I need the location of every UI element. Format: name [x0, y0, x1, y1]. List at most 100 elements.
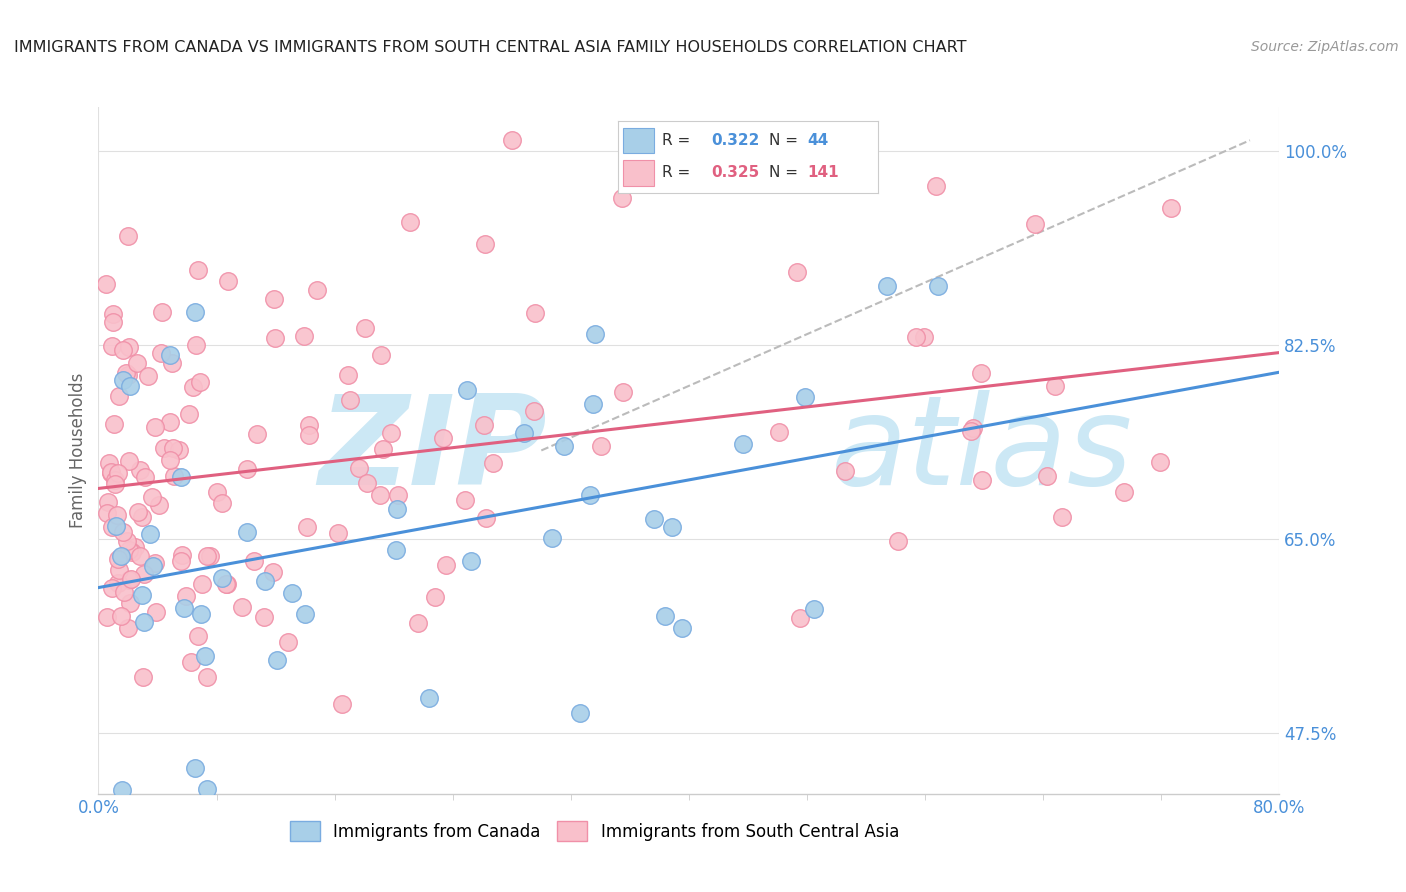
Point [142, 559, 165, 574]
Point [159, 348, 181, 362]
Point [217, 577, 239, 591]
Point [731, 437, 754, 451]
Point [803, 601, 825, 615]
Point [399, 215, 422, 229]
Point [298, 428, 321, 442]
Point [169, 442, 191, 457]
Point [385, 543, 408, 558]
Point [330, 697, 353, 711]
Point [1036, 468, 1059, 483]
Point [198, 549, 221, 564]
Point [141, 490, 163, 504]
Point [152, 441, 174, 455]
Point [292, 328, 315, 343]
Text: IMMIGRANTS FROM CANADA VS IMMIGRANTS FROM SOUTH CENTRAL ASIA FAMILY HOUSEHOLDS C: IMMIGRANTS FROM CANADA VS IMMIGRANTS FRO… [14, 40, 966, 55]
Point [117, 228, 139, 243]
Point [354, 321, 377, 335]
Point [610, 191, 633, 205]
Point [524, 306, 547, 320]
Point [207, 485, 229, 500]
Point [834, 464, 856, 478]
Point [523, 404, 546, 418]
Point [1160, 201, 1182, 215]
Point [654, 609, 676, 624]
Point [475, 510, 498, 524]
Point [104, 477, 127, 491]
Point [159, 415, 181, 429]
Point [912, 330, 935, 344]
Point [456, 383, 478, 397]
Point [408, 616, 430, 631]
Point [131, 670, 153, 684]
Point [972, 473, 994, 487]
Point [162, 442, 184, 456]
Point [103, 307, 125, 321]
Point [263, 292, 285, 306]
Point [281, 586, 304, 600]
Legend: Immigrants from Canada, Immigrants from South Central Asia: Immigrants from Canada, Immigrants from … [283, 814, 905, 847]
Point [100, 466, 122, 480]
Point [159, 452, 181, 467]
Point [472, 417, 495, 432]
Point [876, 279, 898, 293]
Point [387, 488, 409, 502]
Point [328, 525, 350, 540]
Point [118, 596, 141, 610]
Point [925, 179, 948, 194]
Point [243, 554, 266, 568]
Point [794, 390, 817, 404]
Point [143, 556, 166, 570]
Point [612, 384, 634, 399]
Point [454, 493, 477, 508]
Point [512, 426, 534, 441]
Point [121, 545, 143, 559]
Point [170, 554, 193, 568]
Point [103, 417, 125, 432]
Y-axis label: Family Households: Family Households [69, 373, 87, 528]
Point [111, 783, 134, 797]
Point [661, 519, 683, 533]
Point [436, 558, 458, 572]
Point [253, 574, 276, 588]
Point [432, 431, 454, 445]
Point [418, 691, 440, 706]
Point [195, 781, 218, 796]
Point [786, 265, 808, 279]
Point [96, 506, 118, 520]
Text: Source: ZipAtlas.com: Source: ZipAtlas.com [1251, 40, 1399, 54]
Point [101, 315, 124, 329]
Point [253, 609, 276, 624]
Point [1043, 378, 1066, 392]
Point [115, 533, 138, 548]
Point [128, 549, 150, 563]
Point [110, 608, 132, 623]
Point [425, 591, 447, 605]
Point [184, 305, 207, 319]
Point [262, 565, 284, 579]
Point [501, 133, 523, 147]
Point [117, 621, 139, 635]
Point [339, 393, 361, 408]
Point [583, 327, 606, 342]
Point [145, 605, 167, 619]
Point [215, 577, 238, 591]
Point [125, 356, 148, 370]
Point [110, 549, 132, 563]
Point [187, 263, 209, 277]
Point [107, 552, 129, 566]
Point [184, 761, 207, 775]
Point [124, 540, 146, 554]
Point [131, 510, 153, 524]
Point [263, 331, 285, 345]
Point [101, 581, 124, 595]
Point [94, 277, 117, 291]
Point [179, 407, 201, 421]
Point [114, 366, 136, 380]
Point [1149, 455, 1171, 469]
Point [370, 348, 392, 362]
Point [193, 649, 215, 664]
Point [100, 466, 122, 480]
Point [148, 498, 170, 512]
Point [385, 502, 408, 516]
Point [195, 670, 218, 684]
